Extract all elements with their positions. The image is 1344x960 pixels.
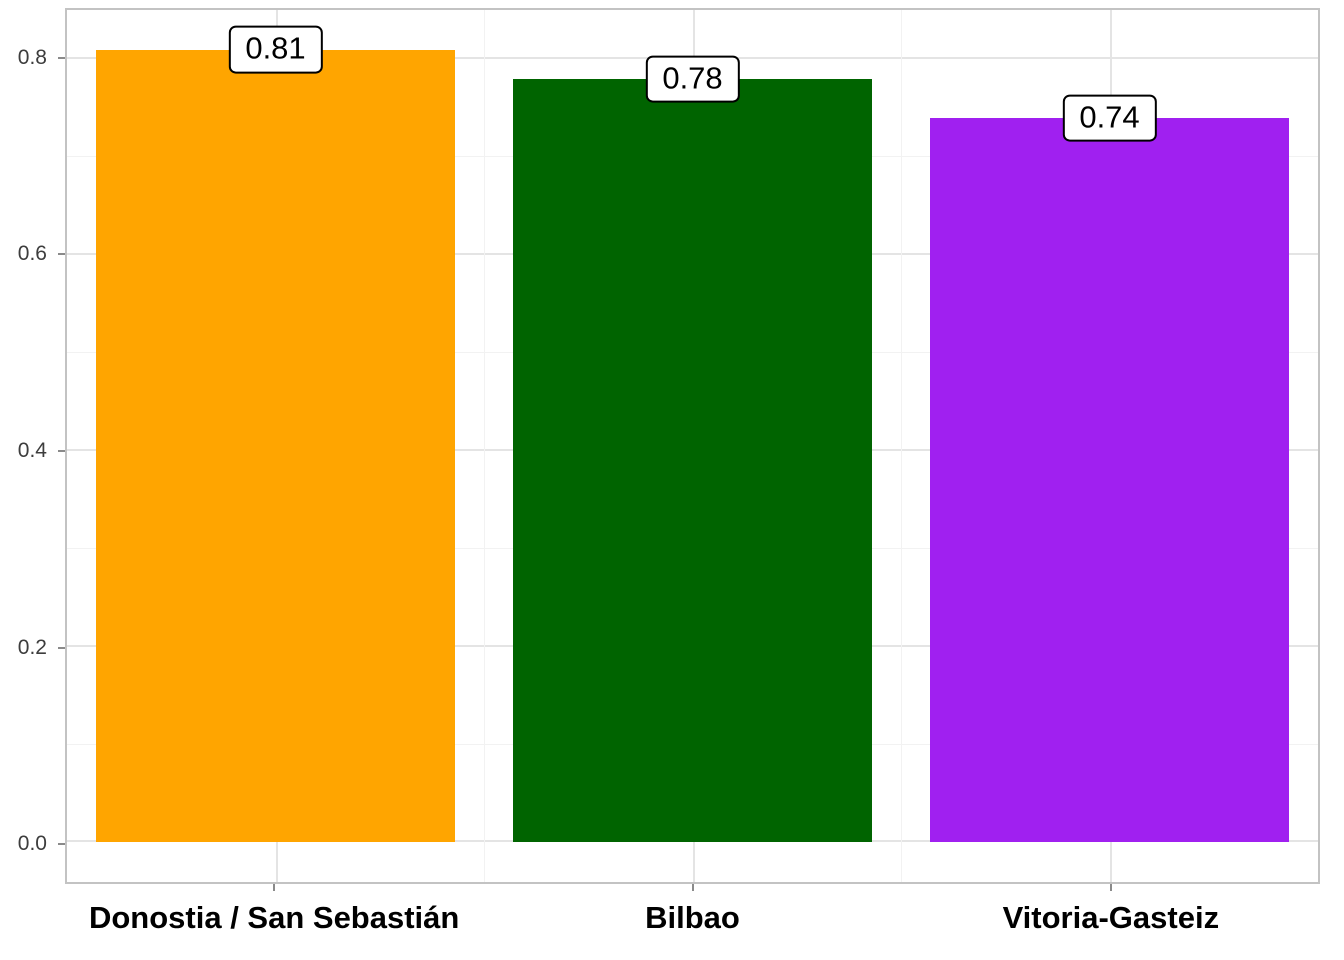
bar-vitoria — [930, 118, 1289, 843]
bar-donostia — [96, 49, 455, 843]
y-tick-mark — [58, 646, 65, 649]
y-tick-label: 0.8 — [17, 45, 47, 69]
x-tick-label-bilbao: Bilbao — [645, 900, 740, 935]
bar-group-donostia: 0.81 — [67, 10, 484, 882]
y-tick-mark — [58, 449, 65, 452]
y-tick-mark — [58, 56, 65, 59]
y-tick-mark — [58, 253, 65, 256]
y-tick-label: 0.0 — [17, 832, 47, 856]
bar-group-vitoria: 0.74 — [901, 10, 1318, 882]
bars-area: 0.81 0.78 0.74 — [67, 10, 1318, 882]
bar-bilbao — [513, 79, 872, 843]
value-label-bilbao: 0.78 — [645, 55, 740, 103]
y-axis: 0.0 0.2 0.4 0.6 0.8 — [0, 8, 65, 884]
y-tick-label: 0.2 — [17, 635, 47, 659]
x-tick-mark — [691, 884, 694, 891]
x-tick-label-vitoria: Vitoria-Gasteiz — [1002, 900, 1220, 935]
gridline-minor-vertical — [901, 10, 902, 882]
bar-group-bilbao: 0.78 — [484, 10, 901, 882]
value-label-donostia: 0.81 — [228, 26, 323, 74]
y-tick-label: 0.6 — [17, 242, 47, 266]
gridline-minor-vertical — [484, 10, 485, 882]
x-axis: Donostia / San Sebastián Bilbao Vitoria-… — [65, 884, 1320, 960]
x-tick-labels: Donostia / San Sebastián Bilbao Vitoria-… — [65, 884, 1320, 936]
y-tick-mark — [58, 843, 65, 846]
x-tick-label-donostia: Donostia / San Sebastián — [88, 900, 460, 935]
x-tick-mark — [1109, 884, 1112, 891]
plot-panel: 0.81 0.78 0.74 — [65, 8, 1320, 884]
value-label-vitoria: 0.74 — [1062, 94, 1157, 142]
x-tick-mark — [273, 884, 276, 891]
y-tick-label: 0.4 — [17, 438, 47, 462]
